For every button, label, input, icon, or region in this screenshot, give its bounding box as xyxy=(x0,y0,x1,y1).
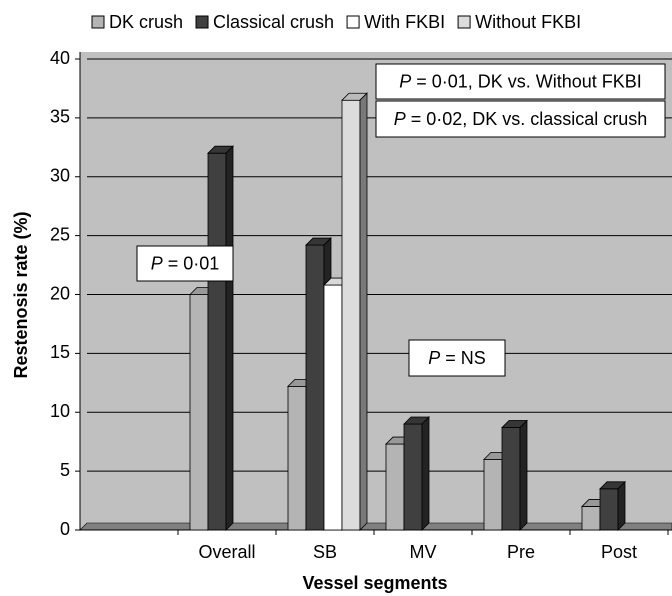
annotation-box xyxy=(375,63,666,100)
bar-side xyxy=(225,145,234,531)
annotation-box xyxy=(136,245,234,282)
legend-swatch xyxy=(346,15,360,29)
annotation-text: = 0·02, DK vs. classical crush xyxy=(411,109,648,129)
bar xyxy=(501,427,521,531)
y-tick-label: 5 xyxy=(60,460,70,480)
legend-swatch xyxy=(195,15,209,29)
y-tick-label: 20 xyxy=(50,283,70,303)
legend-label: Classical crush xyxy=(213,12,334,32)
annotation-box xyxy=(375,100,666,138)
legend-label: DK crush xyxy=(109,12,183,32)
bar xyxy=(581,506,601,531)
x-tick-label: Post xyxy=(601,542,637,562)
annotation: P = 0·01 xyxy=(151,253,220,273)
annotation-box xyxy=(408,339,506,377)
x-tick-label: MV xyxy=(410,542,437,562)
bar xyxy=(287,385,307,531)
bar xyxy=(341,99,361,531)
bar xyxy=(385,443,405,531)
bar xyxy=(599,488,619,531)
annotation-symbol: P xyxy=(394,109,406,129)
legend-swatch xyxy=(457,15,471,29)
annotation-text: = 0·01 xyxy=(168,253,220,273)
legend-swatch xyxy=(91,15,105,29)
x-tick-label: SB xyxy=(313,542,337,562)
y-tick-label: 35 xyxy=(50,107,70,127)
annotation-text: = NS xyxy=(445,348,486,368)
bar xyxy=(207,152,227,531)
y-axis-title: Restenosis rate (%) xyxy=(11,211,31,378)
annotation-symbol: P xyxy=(151,253,163,273)
annotation-symbol: P xyxy=(399,71,411,91)
bar-side xyxy=(617,480,626,531)
y-tick-label: 0 xyxy=(60,519,70,539)
y-tick-label: 25 xyxy=(50,224,70,244)
bar-side xyxy=(519,419,528,531)
bar xyxy=(483,458,503,531)
y-tick-label: 10 xyxy=(50,401,70,421)
y-tick-label: 40 xyxy=(50,48,70,68)
annotation-text: = 0·01, DK vs. Without FKBI xyxy=(416,71,642,91)
annotation-symbol: P xyxy=(428,348,440,368)
bar-side xyxy=(359,92,368,531)
legend-label: Without FKBI xyxy=(475,12,581,32)
bar-side xyxy=(421,416,430,531)
legend-label: With FKBI xyxy=(364,12,445,32)
x-tick-label: Overall xyxy=(198,542,255,562)
annotation: P = 0·01, DK vs. Without FKBI xyxy=(399,71,642,91)
bar xyxy=(403,423,423,531)
legend: DK crush Classical crush With FKBI Without … xyxy=(91,12,581,32)
bar xyxy=(323,284,343,531)
annotation: P = NS xyxy=(428,348,486,368)
y-tick-label: 30 xyxy=(50,166,70,186)
annotation: P = 0·02, DK vs. classical crush xyxy=(394,109,648,129)
x-tick-label: Pre xyxy=(507,542,535,562)
bar xyxy=(189,294,209,531)
x-axis-title: Vessel segments xyxy=(302,573,447,593)
bar xyxy=(305,244,325,531)
y-tick-label: 15 xyxy=(50,342,70,362)
